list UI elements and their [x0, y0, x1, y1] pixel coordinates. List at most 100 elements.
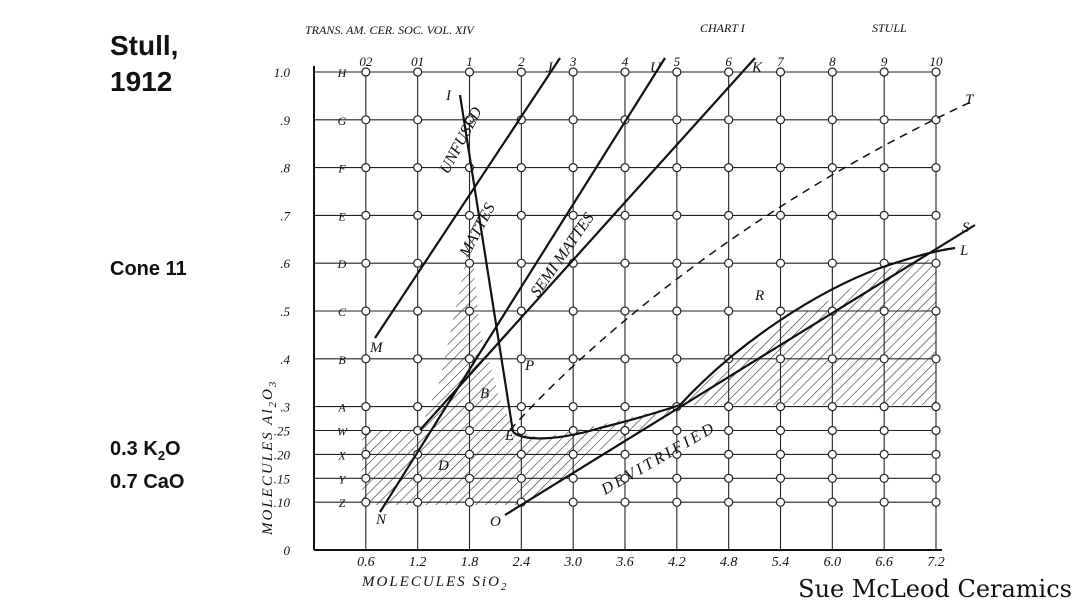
grid-node: [672, 473, 682, 483]
grid-node: [931, 258, 941, 268]
y-label-sub: 3: [267, 380, 279, 389]
grid-node: [516, 425, 526, 436]
y-label-text: O: [260, 387, 276, 400]
hatched-region: [362, 258, 936, 505]
boundary-lines: [374, 57, 976, 516]
grid-node: [879, 67, 889, 77]
grid-node: [464, 67, 475, 77]
y-tick-label: 0: [284, 543, 291, 558]
point-label: I: [445, 88, 452, 104]
row-letter: G: [338, 114, 347, 128]
grid-node: [672, 258, 682, 268]
y-label-text: MOLECULES Al: [260, 408, 276, 536]
x-tick-label: 1.2: [409, 555, 427, 570]
row-letter: Z: [339, 496, 346, 510]
flux: 0.7 CaO: [110, 471, 185, 493]
grid-node: [464, 306, 475, 316]
x-label-sub: 2: [501, 581, 509, 593]
column-label: 5: [674, 54, 681, 69]
grid-node: [827, 115, 837, 125]
grid-node: [568, 115, 578, 125]
grid-node: [361, 473, 371, 483]
grid-node: [724, 210, 734, 220]
grid-node: [672, 497, 682, 507]
grid-node: [568, 67, 578, 77]
grid-node: [879, 449, 889, 459]
grid-node: [620, 163, 630, 173]
grid-node: [516, 210, 526, 220]
grid-node: [879, 163, 889, 173]
header: TRANS. AM. CER. SOC. VOL. XIV: [305, 23, 475, 37]
row-letter: H: [337, 66, 348, 80]
grid-node: [724, 67, 734, 77]
grid-node: [464, 115, 475, 125]
grid-node: [464, 354, 475, 364]
row-letter: D: [337, 257, 347, 271]
point-label: L: [959, 243, 968, 259]
grid-node: [568, 163, 578, 173]
grid-node: [413, 115, 423, 125]
x-tick-label: 3.0: [563, 555, 582, 570]
region-label: SEMI MATTES: [527, 210, 597, 300]
grid-node: [724, 306, 734, 316]
grid-node: [672, 354, 682, 364]
point-label: O: [490, 514, 501, 530]
row-letter: C: [338, 305, 347, 319]
point-labels: M N O I J U K T S L R P B D E: [369, 60, 975, 530]
grid-node: [827, 497, 837, 507]
x-tick-label: 5.4: [772, 555, 790, 570]
grid-node: [413, 210, 423, 220]
grid-node: [361, 306, 371, 316]
grid-node: [620, 473, 630, 483]
y-tick-label: .4: [280, 352, 290, 367]
grid-node: [672, 306, 682, 316]
point-label: K: [751, 60, 763, 76]
y-tick-label: .20: [274, 447, 291, 462]
flux-sub: 2: [157, 448, 166, 463]
grid-node: [827, 473, 837, 483]
grid-node: [516, 449, 526, 459]
grid-node: [724, 258, 734, 268]
row-letter: W: [337, 425, 348, 439]
grid-node: [568, 449, 578, 459]
grid-node: [879, 115, 889, 125]
grid-node: [568, 354, 578, 364]
grid-node: [775, 473, 786, 483]
flux: 0.3 K: [110, 438, 158, 460]
grid-node: [568, 497, 578, 507]
grid-node: [775, 354, 786, 364]
x-tick-label: 0.6: [357, 555, 375, 570]
grid-node: [827, 402, 837, 412]
x-label-text: MOLECULES SiO: [361, 574, 501, 590]
region-label: UNFUSED: [437, 104, 486, 177]
grid-node: [724, 473, 734, 483]
grid-node: [413, 473, 423, 483]
y-label-sub: 2: [267, 400, 279, 408]
grid-node: [827, 258, 837, 268]
header: STULL: [872, 21, 907, 35]
grid-node: [361, 210, 371, 220]
grid-node: [516, 306, 526, 316]
grid-node: [361, 163, 371, 173]
grid-node: [516, 67, 526, 77]
point-label: D: [437, 458, 449, 474]
grid-node: [413, 258, 423, 268]
grid-node: [879, 354, 889, 364]
y-tick-label: .3: [280, 400, 290, 415]
grid-node: [775, 425, 786, 436]
y-tick-label: 1.0: [274, 65, 291, 80]
grid-node: [464, 449, 475, 459]
grid-node: [413, 306, 423, 316]
x-tick-label: 3.6: [615, 555, 634, 570]
flux: O: [165, 438, 181, 460]
grid-node: [464, 258, 475, 268]
cone: Cone 11: [110, 258, 187, 280]
grid-node: [724, 402, 734, 412]
row-letter: A: [337, 401, 346, 415]
formula: 0.3 K2O 0.7 CaO: [110, 436, 184, 495]
row-letter: Y: [339, 472, 347, 486]
grid-node: [620, 258, 630, 268]
x-tick-label: 1.8: [461, 555, 479, 570]
grid-node: [413, 67, 423, 77]
